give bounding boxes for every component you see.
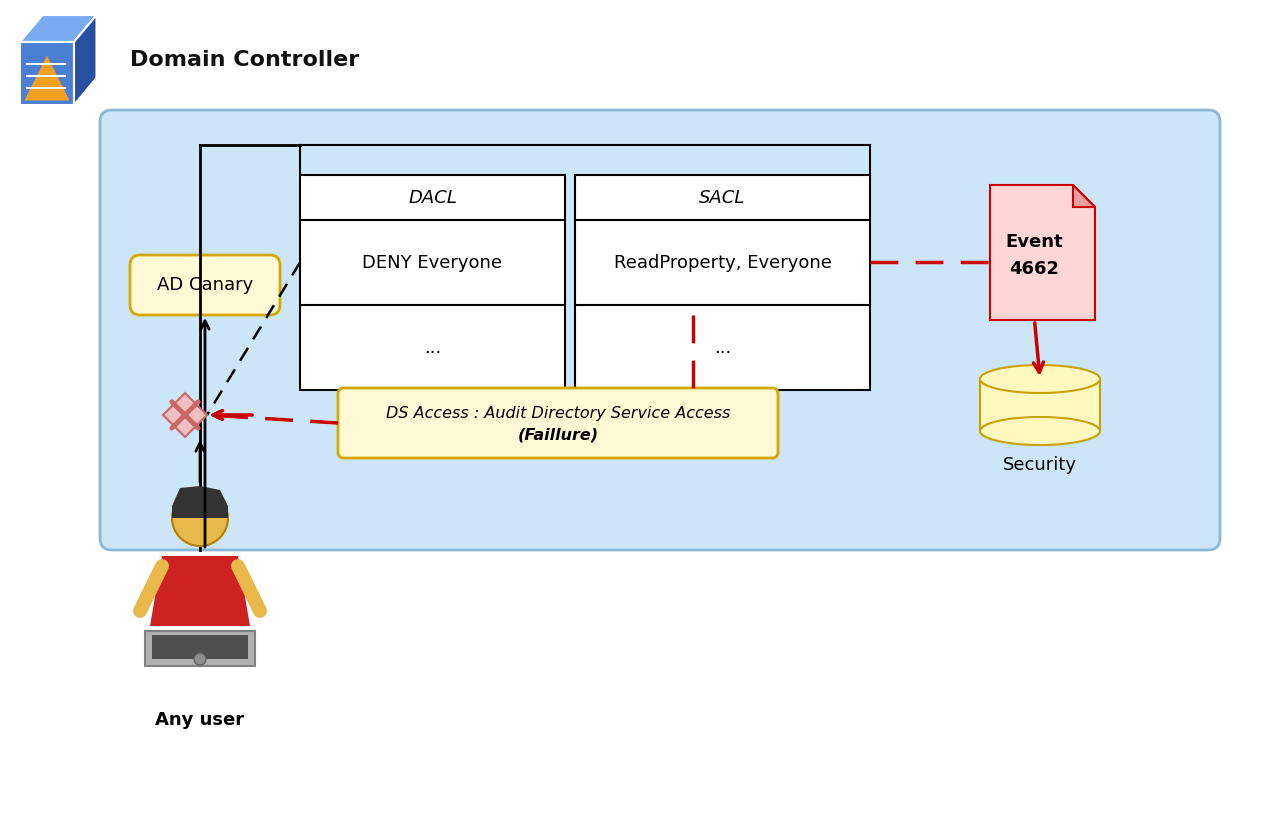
Text: (Faillure): (Faillure) <box>518 427 599 442</box>
Bar <box>575 175 870 390</box>
Polygon shape <box>149 556 249 626</box>
FancyBboxPatch shape <box>100 110 1220 550</box>
Bar <box>300 175 565 390</box>
Ellipse shape <box>980 417 1100 445</box>
Text: AD Canary: AD Canary <box>157 276 253 294</box>
Text: Security: Security <box>1003 456 1077 474</box>
FancyBboxPatch shape <box>130 255 280 315</box>
FancyBboxPatch shape <box>338 388 779 458</box>
Polygon shape <box>24 56 70 100</box>
Text: Domain Controller: Domain Controller <box>130 50 360 70</box>
Polygon shape <box>172 486 228 518</box>
Circle shape <box>172 490 228 546</box>
Polygon shape <box>1074 185 1095 207</box>
Bar <box>980 379 1100 431</box>
Polygon shape <box>20 15 96 42</box>
Circle shape <box>194 653 206 665</box>
Bar <box>152 635 248 659</box>
Text: ...: ... <box>424 339 441 357</box>
Text: ...: ... <box>714 339 732 357</box>
Text: Any user: Any user <box>156 711 244 729</box>
Bar <box>146 631 254 666</box>
Polygon shape <box>163 393 208 437</box>
Text: DS Access : Audit Directory Service Access: DS Access : Audit Directory Service Acce… <box>386 406 730 421</box>
Text: 4662: 4662 <box>1009 260 1060 278</box>
Text: SACL: SACL <box>699 188 746 207</box>
Text: DACL: DACL <box>408 188 457 207</box>
Polygon shape <box>20 42 73 105</box>
Text: DENY Everyone: DENY Everyone <box>362 253 503 271</box>
Polygon shape <box>990 185 1095 320</box>
Ellipse shape <box>980 365 1100 393</box>
Text: ReadProperty, Everyone: ReadProperty, Everyone <box>614 253 832 271</box>
Text: Event: Event <box>1005 232 1063 251</box>
Polygon shape <box>73 15 96 105</box>
